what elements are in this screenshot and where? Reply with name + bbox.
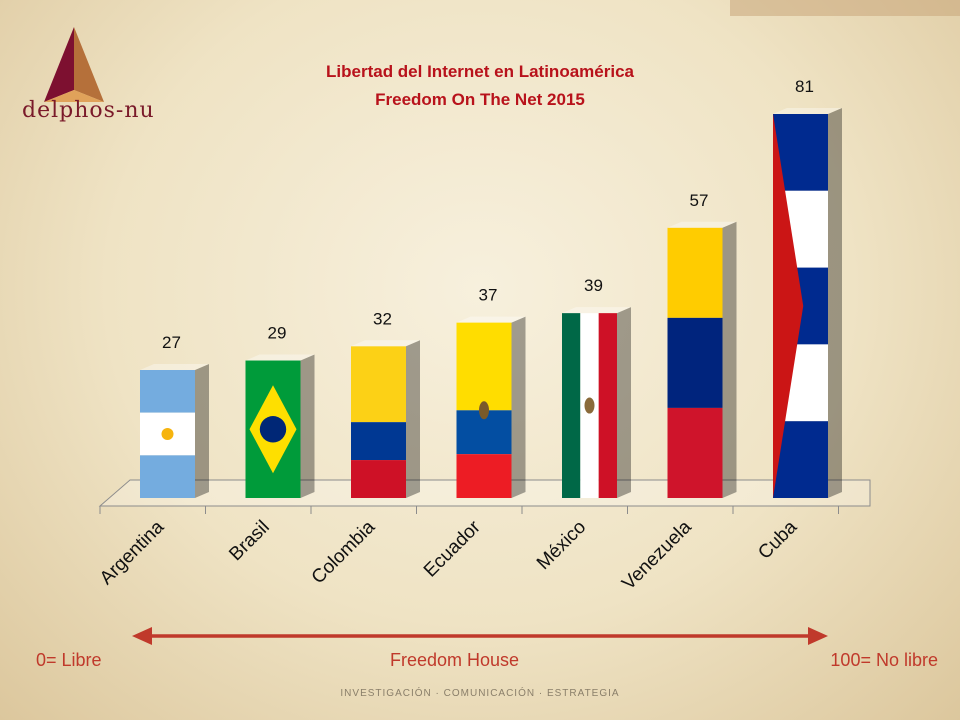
value-label-colombia: 32: [373, 309, 392, 328]
bar-venezuela: [667, 221, 737, 498]
value-label-venezuela: 57: [690, 191, 709, 210]
bar-top-ecuador: [456, 316, 526, 323]
bar-top-cuba: [773, 108, 842, 114]
scale-min-label: 0= Libre: [36, 650, 102, 670]
bar-top-venezuela: [667, 221, 737, 228]
value-label-ecuador: 37: [479, 286, 498, 305]
scale-max-label: 100= No libre: [830, 650, 938, 670]
bar-colombia: [351, 340, 420, 498]
bar-side-cuba: [828, 108, 842, 498]
bar-top-brasil: [245, 354, 315, 361]
freedom-scale-arrow: [132, 627, 828, 645]
category-label-colombia: Colombia: [308, 516, 380, 588]
category-label-méxico: México: [533, 517, 590, 574]
value-label-méxico: 39: [584, 276, 603, 295]
delphos-logo-icon: [44, 27, 104, 102]
bar-side-venezuela: [722, 221, 737, 498]
value-label-argentina: 27: [162, 333, 181, 352]
bar-side-brasil: [300, 354, 315, 498]
value-labels: 27 29 32 37 39 57 81: [162, 77, 814, 352]
source-label: Freedom House: [390, 650, 520, 670]
value-label-brasil: 29: [268, 324, 287, 343]
bars-group: [140, 108, 842, 498]
bar-cuba: [773, 108, 842, 498]
top-accent-bar: [730, 0, 960, 16]
bar-side-colombia: [406, 340, 420, 498]
brand-logo-text: delphos-nu: [22, 98, 155, 123]
bar-top-colombia: [351, 340, 420, 347]
bar-méxico: [562, 307, 631, 498]
bar-ecuador: [456, 316, 526, 498]
bar-top-méxico: [562, 307, 631, 314]
bar-top-argentina: [140, 364, 209, 370]
category-labels: Argentina Brasil Colombia Ecuador México Vene…: [96, 516, 802, 594]
chart-subtitle: Freedom On The Net 2015: [375, 90, 585, 109]
bar-argentina: [140, 364, 209, 498]
bar-brasil: [245, 354, 315, 498]
bar-side-argentina: [195, 364, 209, 498]
chart-title: Libertad del Internet en Latinoamérica: [326, 62, 634, 81]
category-label-venezuela: Venezuela: [618, 516, 696, 594]
bar-side-méxico: [617, 307, 631, 498]
category-label-ecuador: Ecuador: [420, 516, 485, 581]
bar-side-ecuador: [511, 316, 526, 498]
tagline: INVESTIGACIÓN · COMUNICACIÓN · ESTRATEGI…: [340, 688, 620, 699]
value-label-cuba: 81: [795, 77, 814, 96]
category-label-cuba: Cuba: [754, 516, 801, 563]
category-label-argentina: Argentina: [96, 516, 169, 589]
category-label-brasil: Brasil: [225, 517, 273, 565]
